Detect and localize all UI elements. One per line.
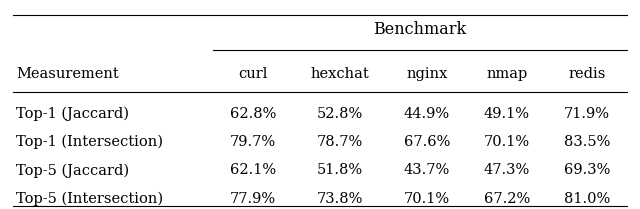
Text: Top-1 (Jaccard): Top-1 (Jaccard) bbox=[16, 107, 129, 121]
Text: 47.3%: 47.3% bbox=[484, 163, 530, 177]
Text: nmap: nmap bbox=[486, 67, 527, 81]
Text: Top-5 (Intersection): Top-5 (Intersection) bbox=[16, 191, 163, 206]
Text: Top-5 (Jaccard): Top-5 (Jaccard) bbox=[16, 163, 129, 178]
Text: 51.8%: 51.8% bbox=[317, 163, 363, 177]
Text: 49.1%: 49.1% bbox=[484, 107, 530, 121]
Text: Measurement: Measurement bbox=[16, 67, 118, 81]
Text: Benchmark: Benchmark bbox=[374, 21, 467, 38]
Text: 70.1%: 70.1% bbox=[484, 135, 530, 149]
Text: redis: redis bbox=[568, 67, 606, 81]
Text: 77.9%: 77.9% bbox=[230, 192, 276, 205]
Text: 44.9%: 44.9% bbox=[404, 107, 450, 121]
Text: 43.7%: 43.7% bbox=[404, 163, 450, 177]
Text: 62.8%: 62.8% bbox=[230, 107, 276, 121]
Text: 67.6%: 67.6% bbox=[404, 135, 450, 149]
Text: 62.1%: 62.1% bbox=[230, 163, 276, 177]
Text: 67.2%: 67.2% bbox=[484, 192, 530, 205]
Text: 73.8%: 73.8% bbox=[317, 192, 364, 205]
Text: 81.0%: 81.0% bbox=[564, 192, 611, 205]
Text: curl: curl bbox=[239, 67, 268, 81]
Text: 79.7%: 79.7% bbox=[230, 135, 276, 149]
Text: 52.8%: 52.8% bbox=[317, 107, 363, 121]
Text: hexchat: hexchat bbox=[310, 67, 369, 81]
Text: 70.1%: 70.1% bbox=[404, 192, 450, 205]
Text: 69.3%: 69.3% bbox=[564, 163, 611, 177]
Text: 78.7%: 78.7% bbox=[317, 135, 363, 149]
Text: Top-1 (Intersection): Top-1 (Intersection) bbox=[16, 135, 163, 149]
Text: nginx: nginx bbox=[406, 67, 447, 81]
Text: 71.9%: 71.9% bbox=[564, 107, 610, 121]
Text: 83.5%: 83.5% bbox=[564, 135, 611, 149]
